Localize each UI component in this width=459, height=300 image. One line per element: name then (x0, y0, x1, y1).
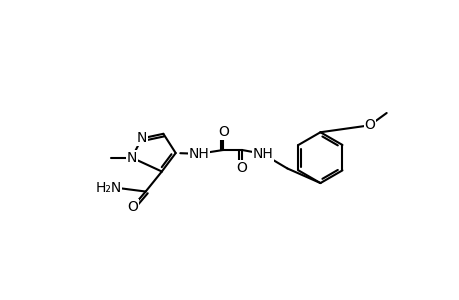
Text: O: O (364, 118, 375, 132)
Text: O: O (127, 200, 138, 214)
Text: O: O (218, 125, 229, 139)
Text: O: O (236, 161, 247, 175)
Text: NH: NH (188, 147, 209, 161)
Text: N: N (126, 151, 137, 165)
Text: NH: NH (252, 147, 273, 161)
Text: H₂N: H₂N (95, 182, 122, 196)
Text: N: N (136, 131, 147, 146)
